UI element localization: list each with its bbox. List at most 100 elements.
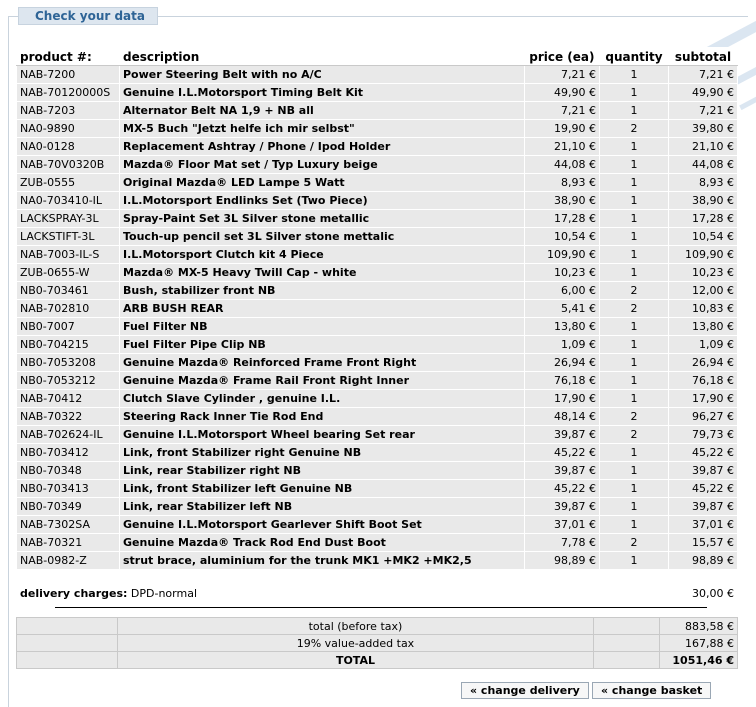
totals-spacer bbox=[16, 634, 118, 652]
description-cell: Link, rear Stabilizer left NB bbox=[119, 497, 525, 516]
price-cell: 5,41 € bbox=[523, 299, 600, 318]
product-number-cell: LACKSTIFT-3L bbox=[16, 227, 120, 246]
price-cell: 76,18 € bbox=[523, 371, 600, 390]
subtotal-cell: 45,22 € bbox=[667, 479, 739, 498]
description-cell: Spray-Paint Set 3L Silver stone metallic bbox=[119, 209, 525, 228]
table-row: NAB-7203 Alternator Belt NA 1,9 + NB all 7… bbox=[16, 101, 739, 120]
description-cell: Alternator Belt NA 1,9 + NB all bbox=[119, 101, 525, 120]
description-cell: Genuine Mazda® Track Rod End Dust Boot bbox=[119, 533, 525, 552]
product-number-cell: NA0-703410-IL bbox=[16, 191, 120, 210]
subtotal-cell: 44,08 € bbox=[667, 155, 739, 174]
subtotal-cell: 1,09 € bbox=[667, 335, 739, 354]
quantity-cell: 2 bbox=[598, 119, 669, 138]
table-row: NA0-9890 MX-5 Buch "Jetzt helfe ich mir s… bbox=[16, 119, 739, 138]
quantity-cell: 1 bbox=[598, 551, 669, 570]
description-cell: Fuel Filter NB bbox=[119, 317, 525, 336]
subtotal-cell: 45,22 € bbox=[667, 443, 739, 462]
totals-table: total (before tax) 883,58 € 19% value-ad… bbox=[16, 617, 738, 669]
quantity-cell: 1 bbox=[598, 245, 669, 264]
table-row: NB0-70348 Link, rear Stabilizer right NB 3… bbox=[16, 461, 739, 480]
table-row: NAB-70322 Steering Rack Inner Tie Rod End… bbox=[16, 407, 739, 426]
description-cell: Link, front Stabilizer right Genuine NB bbox=[119, 443, 525, 462]
description-cell: ARB BUSH REAR bbox=[119, 299, 525, 318]
price-cell: 8,93 € bbox=[523, 173, 600, 192]
column-header-quantity: quantity bbox=[598, 47, 669, 66]
product-number-cell: NAB-702810 bbox=[16, 299, 120, 318]
table-row: NB0-704215 Fuel Filter Pipe Clip NB 1,09 €… bbox=[16, 335, 739, 354]
quantity-cell: 2 bbox=[598, 299, 669, 318]
totals-spacer bbox=[593, 634, 660, 652]
subtotal-cell: 49,90 € bbox=[667, 83, 739, 102]
quantity-cell: 1 bbox=[598, 479, 669, 498]
before-tax-value: 883,58 € bbox=[659, 617, 738, 635]
product-number-cell: NAB-702624-IL bbox=[16, 425, 120, 444]
product-number-cell: NAB-70322 bbox=[16, 407, 120, 426]
subtotal-cell: 76,18 € bbox=[667, 371, 739, 390]
column-header-price: price (ea) bbox=[523, 47, 600, 66]
description-cell: Touch-up pencil set 3L Silver stone mett… bbox=[119, 227, 525, 246]
subtotal-cell: 10,23 € bbox=[667, 263, 739, 282]
price-cell: 39,87 € bbox=[523, 461, 600, 480]
totals-row-total: TOTAL 1051,46 € bbox=[16, 651, 738, 669]
subtotal-cell: 17,90 € bbox=[667, 389, 739, 408]
quantity-cell: 1 bbox=[598, 461, 669, 480]
price-cell: 10,54 € bbox=[523, 227, 600, 246]
total-label: TOTAL bbox=[116, 651, 595, 669]
description-cell: Genuine I.L.Motorsport Timing Belt Kit bbox=[119, 83, 525, 102]
subtotal-cell: 10,54 € bbox=[667, 227, 739, 246]
table-row: NAB-702810 ARB BUSH REAR 5,41 €2 10,83 € bbox=[16, 299, 739, 318]
quantity-cell: 2 bbox=[598, 533, 669, 552]
product-number-cell: NB0-703461 bbox=[16, 281, 120, 300]
price-cell: 109,90 € bbox=[523, 245, 600, 264]
subtotal-cell: 7,21 € bbox=[667, 65, 739, 84]
panel-border-left bbox=[8, 16, 9, 707]
panel-title: Check your data bbox=[18, 7, 158, 25]
price-cell: 98,89 € bbox=[523, 551, 600, 570]
panel-border-top bbox=[8, 16, 748, 17]
column-header-product: product #: bbox=[16, 47, 120, 66]
product-number-cell: NAB-70321 bbox=[16, 533, 120, 552]
quantity-cell: 1 bbox=[598, 317, 669, 336]
delivery-method: DPD-normal bbox=[130, 586, 198, 600]
product-number-cell: NAB-7302SA bbox=[16, 515, 120, 534]
delivery-label: delivery charges: bbox=[20, 586, 128, 600]
description-cell: Genuine I.L.Motorsport Wheel bearing Set… bbox=[119, 425, 525, 444]
price-cell: 19,90 € bbox=[523, 119, 600, 138]
price-cell: 26,94 € bbox=[523, 353, 600, 372]
description-cell: strut brace, aluminium for the trunk MK1… bbox=[119, 551, 525, 570]
table-row: NAB-0982-Z strut brace, aluminium for the… bbox=[16, 551, 739, 570]
subtotal-cell: 17,28 € bbox=[667, 209, 739, 228]
change-delivery-button[interactable]: « change delivery bbox=[461, 682, 589, 699]
table-row: NB0-703413 Link, front Stabilizer left Ge… bbox=[16, 479, 739, 498]
price-cell: 48,14 € bbox=[523, 407, 600, 426]
column-header-subtotal: subtotal bbox=[667, 47, 739, 66]
table-row: LACKSTIFT-3L Touch-up pencil set 3L Silve… bbox=[16, 227, 739, 246]
total-value: 1051,46 € bbox=[659, 651, 738, 669]
quantity-cell: 1 bbox=[598, 389, 669, 408]
quantity-cell: 1 bbox=[598, 83, 669, 102]
subtotal-cell: 39,80 € bbox=[667, 119, 739, 138]
product-number-cell: NA0-0128 bbox=[16, 137, 120, 156]
subtotal-cell: 15,57 € bbox=[667, 533, 739, 552]
subtotal-cell: 12,00 € bbox=[667, 281, 739, 300]
subtotal-cell: 13,80 € bbox=[667, 317, 739, 336]
subtotal-cell: 38,90 € bbox=[667, 191, 739, 210]
table-row: NB0-703461 Bush, stabilizer front NB 6,00 … bbox=[16, 281, 739, 300]
subtotal-cell: 37,01 € bbox=[667, 515, 739, 534]
product-number-cell: NAB-7003-IL-S bbox=[16, 245, 120, 264]
description-cell: Mazda® MX-5 Heavy Twill Cap - white bbox=[119, 263, 525, 282]
change-basket-button[interactable]: « change basket bbox=[592, 682, 712, 699]
quantity-cell: 1 bbox=[598, 191, 669, 210]
table-row: NB0-7007 Fuel Filter NB 13,80 €1 13,80 € bbox=[16, 317, 739, 336]
price-cell: 45,22 € bbox=[523, 479, 600, 498]
totals-spacer bbox=[16, 651, 118, 669]
product-number-cell: NB0-7007 bbox=[16, 317, 120, 336]
totals-row-vat: 19% value-added tax 167,88 € bbox=[16, 634, 738, 652]
description-cell: Bush, stabilizer front NB bbox=[119, 281, 525, 300]
divider bbox=[55, 607, 707, 608]
price-cell: 44,08 € bbox=[523, 155, 600, 174]
quantity-cell: 1 bbox=[598, 137, 669, 156]
price-cell: 10,23 € bbox=[523, 263, 600, 282]
vat-value: 167,88 € bbox=[659, 634, 738, 652]
description-cell: Replacement Ashtray / Phone / Ipod Holde… bbox=[119, 137, 525, 156]
